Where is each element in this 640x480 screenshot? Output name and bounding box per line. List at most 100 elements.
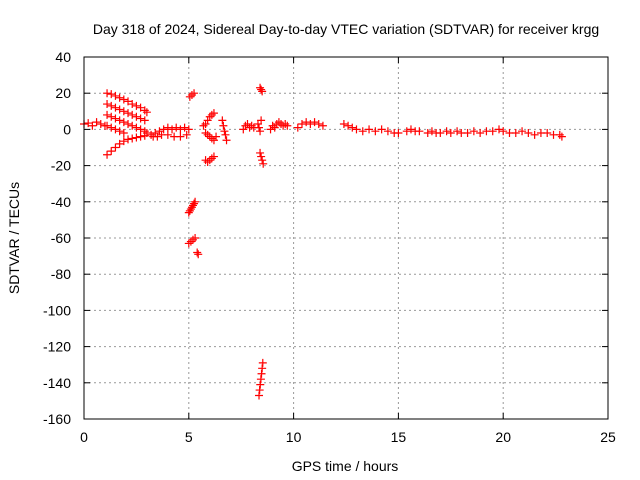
data-point [258, 364, 267, 373]
data-point [140, 116, 149, 125]
data-point [371, 127, 380, 136]
data-point [255, 386, 264, 395]
data-point [446, 129, 455, 138]
data-point [140, 131, 149, 140]
data-point [119, 95, 128, 104]
data-point [524, 129, 533, 138]
data-point [88, 121, 97, 130]
data-point [176, 132, 185, 141]
data-point [463, 129, 472, 138]
data-point [518, 127, 527, 136]
data-point [115, 127, 124, 136]
data-point [132, 101, 141, 110]
data-point [103, 150, 112, 159]
data-point [136, 125, 145, 134]
data-point [119, 107, 128, 116]
y-tick-label: -100 [43, 302, 71, 318]
data-point [293, 123, 302, 132]
y-tick-labels: 40 20 0 -20 -40 -60 -80 -100 -120 -140 -160 [43, 49, 71, 427]
data-point [128, 121, 137, 130]
data-point [436, 129, 445, 138]
data-point [314, 119, 323, 128]
data-point [136, 132, 145, 141]
data-point [119, 137, 128, 146]
x-tick-labels: 0 5 10 15 20 25 [80, 429, 616, 445]
data-point [306, 119, 315, 128]
data-point [258, 358, 267, 367]
x-tick-label: 5 [185, 429, 193, 445]
data-point [222, 136, 231, 145]
y-tick-label: -80 [51, 266, 71, 282]
x-axis-label: GPS time / hours [292, 458, 399, 474]
data-point [103, 110, 112, 119]
data-point [132, 112, 141, 121]
grid [84, 57, 608, 419]
data-point [257, 369, 266, 378]
data-point [530, 130, 539, 139]
data-point [124, 135, 133, 144]
data-point [111, 125, 120, 134]
data-point [255, 391, 264, 400]
data-point [256, 375, 265, 384]
data-point [172, 123, 181, 132]
x-tick-label: 10 [286, 429, 302, 445]
data-point [283, 121, 292, 130]
data-point [453, 127, 462, 136]
data-point [257, 152, 266, 161]
data-point [415, 127, 424, 136]
data-point [107, 147, 116, 156]
data-point [111, 103, 120, 112]
data-point [96, 119, 105, 128]
data-point [193, 248, 202, 257]
data-point [153, 132, 162, 141]
data-point [256, 380, 265, 389]
data-point [256, 127, 265, 136]
data-point [128, 134, 137, 143]
data-point [107, 112, 116, 121]
data-point [220, 127, 229, 136]
data-point [136, 114, 145, 123]
data-point [132, 123, 141, 132]
data-point [442, 127, 451, 136]
y-tick-label: -20 [51, 158, 71, 174]
data-point [111, 114, 120, 123]
x-tick-label: 25 [600, 429, 616, 445]
data-point [256, 148, 265, 157]
y-tick-label: -40 [51, 194, 71, 210]
data-point [115, 139, 124, 148]
data-point [168, 125, 177, 134]
data-point [124, 119, 133, 128]
data-point [344, 121, 353, 130]
data-point [180, 123, 189, 132]
data-point [115, 93, 124, 102]
data-point [302, 118, 311, 127]
data-point [255, 123, 264, 132]
data-point [128, 110, 137, 119]
data-point [191, 197, 200, 206]
data-point [115, 116, 124, 125]
data-point [348, 123, 357, 132]
data-point [257, 85, 266, 94]
data-point [258, 156, 267, 165]
data-point [212, 132, 221, 141]
data-point [119, 118, 128, 127]
data-point [159, 125, 168, 134]
data-point [358, 127, 367, 136]
data-point [394, 129, 403, 138]
data-point [182, 130, 191, 139]
data-point [310, 118, 319, 127]
data-point [190, 89, 199, 98]
data-point [209, 152, 218, 161]
data-point [218, 116, 227, 125]
data-point [259, 159, 268, 168]
data-point [257, 116, 266, 125]
data-point [219, 121, 228, 130]
data-point [318, 121, 327, 130]
data-point [163, 123, 172, 132]
data-point [92, 118, 101, 127]
data-point [128, 100, 137, 109]
chart-title: Day 318 of 2024, Sidereal Day-to-day VTE… [93, 21, 599, 37]
data-point [176, 125, 185, 134]
